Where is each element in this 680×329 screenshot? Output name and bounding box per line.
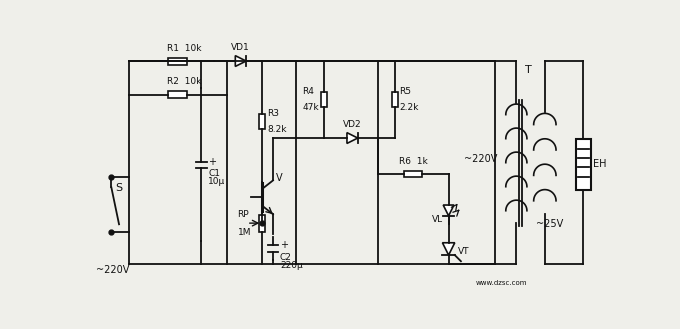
Text: VT: VT (458, 247, 469, 257)
Text: 1M: 1M (237, 228, 251, 237)
Polygon shape (347, 133, 358, 143)
Text: R4: R4 (303, 87, 314, 96)
Text: C1: C1 (208, 169, 220, 178)
Bar (169, 58, 187, 64)
Bar (392, 92, 398, 107)
Text: R1  10k: R1 10k (167, 43, 201, 53)
Text: EH: EH (594, 159, 607, 169)
Bar (404, 171, 422, 177)
Text: 8.2k: 8.2k (267, 125, 286, 134)
Text: ~220V: ~220V (464, 154, 497, 164)
Polygon shape (443, 205, 454, 216)
Bar (576, 139, 591, 190)
Text: ~220V: ~220V (96, 266, 129, 275)
Text: 220μ: 220μ (280, 261, 303, 270)
Text: VD1: VD1 (231, 43, 250, 52)
Text: +: + (280, 240, 288, 250)
Text: 10μ: 10μ (208, 177, 226, 186)
Text: S: S (115, 183, 122, 193)
Text: R5: R5 (399, 87, 411, 96)
Text: 2.2k: 2.2k (399, 103, 419, 113)
Text: VL: VL (432, 215, 443, 224)
Bar (259, 215, 265, 232)
Text: R6  1k: R6 1k (398, 157, 428, 166)
Text: www.dzsc.com: www.dzsc.com (475, 280, 527, 286)
Text: R2  10k: R2 10k (167, 77, 201, 87)
Text: C2: C2 (280, 253, 292, 262)
Bar (321, 92, 327, 107)
Bar (259, 114, 265, 129)
Text: R3: R3 (267, 109, 279, 118)
Text: VD2: VD2 (343, 120, 362, 129)
Polygon shape (443, 243, 455, 255)
Text: T: T (526, 65, 532, 75)
Text: V: V (276, 173, 283, 183)
Text: 47k: 47k (303, 103, 319, 113)
Text: ~25V: ~25V (536, 219, 563, 229)
Text: RP: RP (237, 210, 250, 218)
Polygon shape (235, 56, 246, 66)
Text: +: + (208, 157, 216, 166)
Bar (169, 91, 187, 98)
